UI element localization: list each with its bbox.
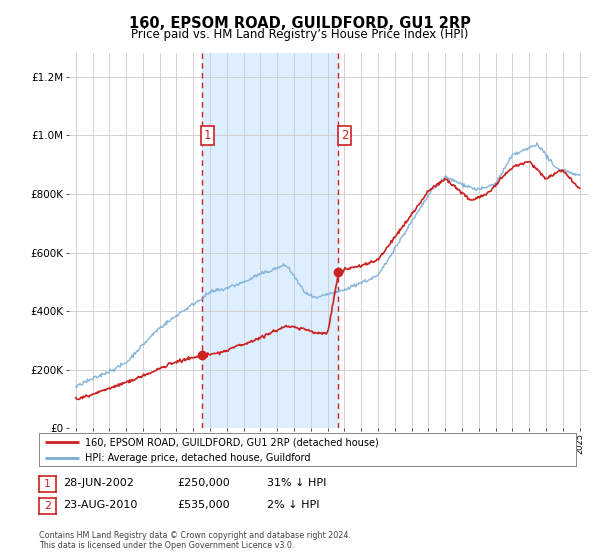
Text: 2% ↓ HPI: 2% ↓ HPI bbox=[267, 500, 320, 510]
Text: 2: 2 bbox=[341, 129, 349, 142]
Bar bbox=[580, 53, 600, 428]
Text: 160, EPSOM ROAD, GUILDFORD, GU1 2RP (detached house): 160, EPSOM ROAD, GUILDFORD, GU1 2RP (det… bbox=[85, 437, 379, 447]
Text: 31% ↓ HPI: 31% ↓ HPI bbox=[267, 478, 326, 488]
Text: Contains HM Land Registry data © Crown copyright and database right 2024.: Contains HM Land Registry data © Crown c… bbox=[39, 531, 351, 540]
Text: 23-AUG-2010: 23-AUG-2010 bbox=[63, 500, 137, 510]
Text: £535,000: £535,000 bbox=[177, 500, 230, 510]
Text: This data is licensed under the Open Government Licence v3.0.: This data is licensed under the Open Gov… bbox=[39, 541, 295, 550]
Text: 1: 1 bbox=[204, 129, 212, 142]
Text: £250,000: £250,000 bbox=[177, 478, 230, 488]
Bar bbox=[202, 53, 338, 428]
Text: 160, EPSOM ROAD, GUILDFORD, GU1 2RP: 160, EPSOM ROAD, GUILDFORD, GU1 2RP bbox=[129, 16, 471, 31]
Text: 28-JUN-2002: 28-JUN-2002 bbox=[63, 478, 134, 488]
Text: HPI: Average price, detached house, Guildford: HPI: Average price, detached house, Guil… bbox=[85, 453, 310, 463]
Text: 2: 2 bbox=[44, 501, 51, 511]
Text: Price paid vs. HM Land Registry’s House Price Index (HPI): Price paid vs. HM Land Registry’s House … bbox=[131, 28, 469, 41]
Text: 1: 1 bbox=[44, 479, 51, 489]
